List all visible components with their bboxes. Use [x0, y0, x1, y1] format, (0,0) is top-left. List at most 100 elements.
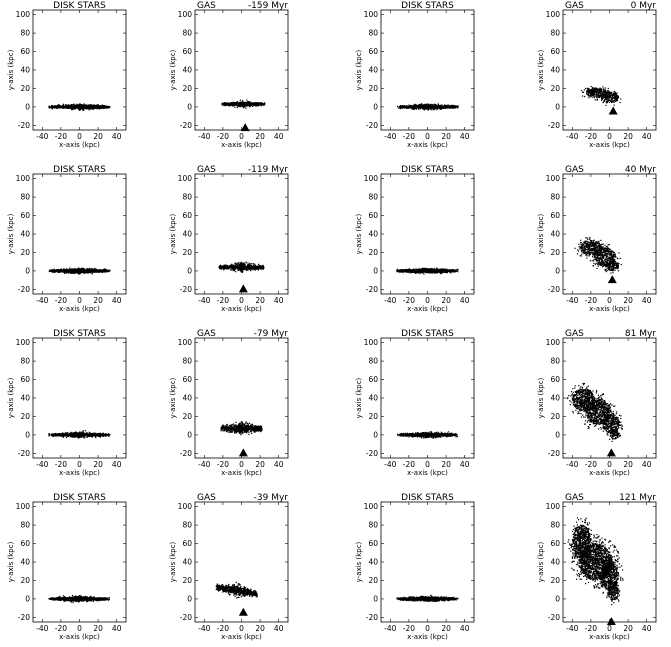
data-point: [83, 105, 84, 106]
x-tick-label: -40: [384, 132, 396, 141]
data-point: [588, 91, 589, 92]
data-point: [241, 262, 242, 263]
data-point: [233, 103, 234, 104]
data-point: [249, 269, 250, 270]
data-point: [430, 108, 431, 109]
x-tick-label: 20: [93, 132, 103, 141]
panel-title: DISK STARS: [53, 165, 106, 175]
data-point: [68, 271, 69, 272]
data-point: [53, 107, 54, 108]
data-point: [93, 270, 94, 271]
data-point: [611, 92, 612, 93]
panel-r2-c1: -40-2002040-20020406080100x-axis (kpc)y-…: [7, 165, 126, 313]
data-point: [49, 271, 50, 272]
panel-r1-c2: -40-2002040-20020406080100x-axis (kpc)y-…: [169, 1, 288, 149]
data-point: [82, 108, 83, 109]
data-point: [595, 91, 596, 92]
data-point: [96, 105, 97, 106]
data-point: [79, 271, 80, 272]
data-point: [614, 100, 615, 101]
data-point: [252, 103, 253, 104]
data-point: [605, 91, 606, 92]
data-point: [424, 109, 425, 110]
data-point: [606, 92, 607, 93]
y-tick-label: 100: [178, 10, 193, 19]
data-point: [424, 107, 425, 108]
data-point: [598, 95, 599, 96]
data-point: [73, 271, 74, 272]
data-point: [250, 265, 251, 266]
data-point: [58, 271, 59, 272]
data-point: [60, 106, 61, 107]
y-tick-label: 100: [546, 10, 561, 19]
data-point: [105, 269, 106, 270]
data-point: [604, 101, 605, 102]
y-axis-label: y-axis (kpc): [355, 49, 363, 90]
data-point: [454, 107, 455, 108]
data-point: [87, 271, 88, 272]
x-tick-label: 0: [607, 132, 612, 141]
y-axis-label: y-axis (kpc): [169, 213, 177, 254]
data-point: [238, 106, 239, 107]
data-point: [91, 272, 92, 273]
data-point: [254, 268, 255, 269]
data-point: [616, 97, 617, 98]
data-point: [439, 107, 440, 108]
data-point: [425, 107, 426, 108]
data-point: [258, 267, 259, 268]
data-point: [595, 90, 596, 91]
data-point: [425, 105, 426, 106]
data-point: [407, 107, 408, 108]
x-tick-label: 20: [93, 296, 103, 305]
data-point: [595, 99, 596, 100]
data-point: [587, 94, 588, 95]
data-point: [85, 107, 86, 108]
data-point: [259, 267, 260, 268]
panel-r1-c2-frame: [195, 10, 288, 130]
data-point: [228, 105, 229, 106]
data-point: [72, 108, 73, 109]
data-point: [424, 104, 425, 105]
satellite-marker: [609, 107, 618, 115]
data-point: [224, 268, 225, 269]
data-point: [69, 268, 70, 269]
data-point: [432, 109, 433, 110]
data-point: [428, 103, 429, 104]
data-point: [81, 104, 82, 105]
y-tick-label: 80: [20, 193, 30, 202]
y-tick-label: 40: [550, 66, 560, 75]
data-point: [605, 105, 606, 106]
data-point: [257, 268, 258, 269]
data-point: [599, 88, 600, 89]
data-point: [602, 86, 603, 87]
data-point: [251, 263, 252, 264]
data-point: [257, 105, 258, 106]
y-tick-label: -20: [18, 285, 30, 294]
data-point: [585, 88, 586, 89]
data-point: [256, 267, 257, 268]
data-point: [247, 264, 248, 265]
data-point: [240, 106, 241, 107]
data-point: [248, 267, 249, 268]
data-point: [70, 105, 71, 106]
data-point: [80, 269, 81, 270]
data-point: [445, 105, 446, 106]
data-point: [242, 264, 243, 265]
data-point: [441, 107, 442, 108]
data-point: [254, 264, 255, 265]
data-point: [590, 94, 591, 95]
panel-r1-c3-frame: [381, 10, 474, 130]
y-tick-label: 100: [364, 10, 379, 19]
data-point: [455, 106, 456, 107]
data-point: [224, 102, 225, 103]
data-point: [605, 90, 606, 91]
data-point: [596, 100, 597, 101]
data-point: [592, 93, 593, 94]
data-point: [50, 270, 51, 271]
data-point: [601, 89, 602, 90]
data-point: [61, 270, 62, 271]
data-point: [257, 266, 258, 267]
data-point: [604, 97, 605, 98]
data-point: [248, 103, 249, 104]
data-point: [108, 107, 109, 108]
